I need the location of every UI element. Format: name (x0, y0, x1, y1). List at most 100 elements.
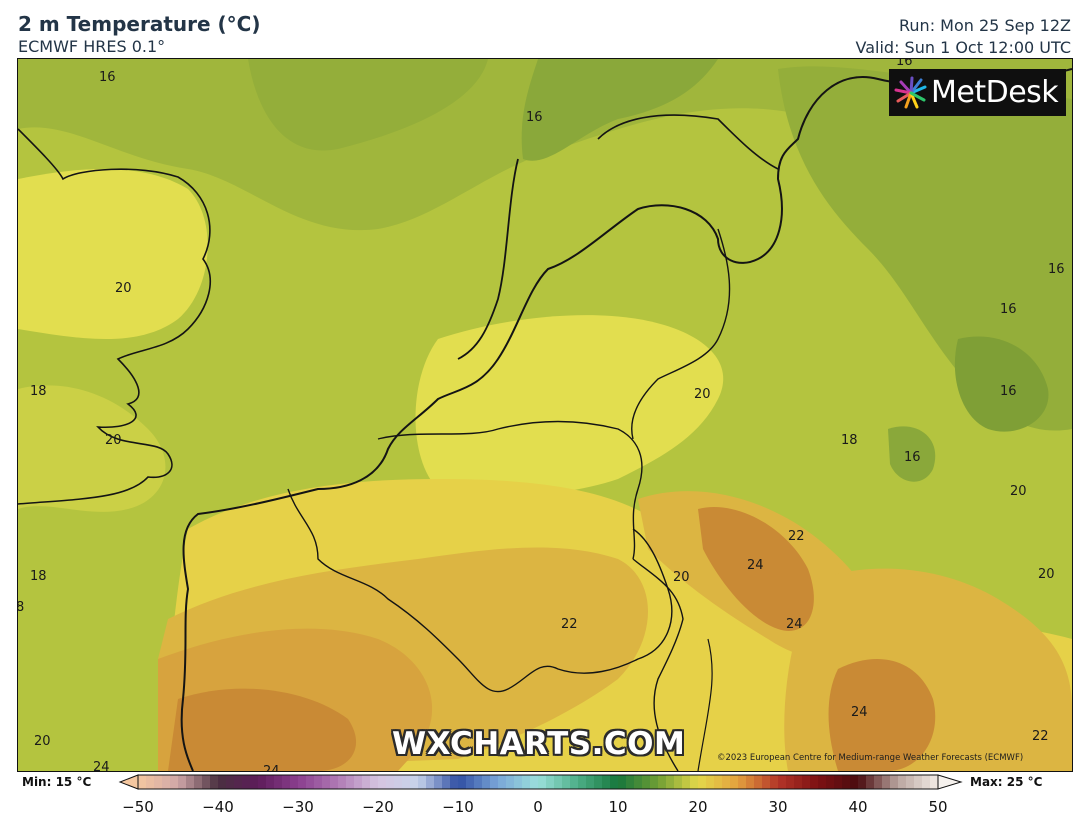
min-temp-label: Min: 15 °C (22, 775, 92, 789)
contour-label: 18 (30, 384, 47, 399)
temp-zone-16-core-b (888, 426, 936, 482)
temp-zone-19-kent (18, 385, 166, 512)
temp-zone-20-england (18, 169, 208, 339)
scale-cell (890, 775, 899, 789)
scale-min-arrow (118, 774, 139, 790)
scale-cell (162, 775, 171, 789)
scale-tick-label: 20 (688, 798, 708, 816)
scale-cell (746, 775, 755, 789)
color-scale-bar (118, 774, 963, 790)
scale-cell (722, 775, 731, 789)
contour-label: 24 (263, 764, 280, 771)
scale-cell (466, 775, 475, 789)
scale-cell (258, 775, 267, 789)
contour-label: 20 (673, 570, 690, 585)
wadden-coast (597, 114, 779, 170)
valid-time: Valid: Sun 1 Oct 12:00 UTC (855, 38, 1071, 57)
scale-cell (618, 775, 627, 789)
scale-cell (418, 775, 427, 789)
scale-border (137, 774, 939, 790)
scale-cell (914, 775, 923, 789)
contour-label: 20 (34, 734, 51, 749)
metdesk-logo[interactable]: MetDesk (889, 69, 1066, 116)
scale-cell (626, 775, 635, 789)
scale-cell (682, 775, 691, 789)
contour-label: 22 (1032, 729, 1049, 744)
scale-cell (146, 775, 155, 789)
contour-label: 16 (1048, 262, 1065, 277)
scale-tick-label: 40 (848, 798, 868, 816)
contour-label: 24 (851, 705, 868, 720)
run-time: Run: Mon 25 Sep 12Z (899, 16, 1071, 35)
scale-cell (610, 775, 619, 789)
scale-cell (530, 775, 539, 789)
wxcharts-watermark: WXCHARTS.COM (392, 726, 686, 762)
scale-cell (850, 775, 859, 789)
scale-cell (690, 775, 699, 789)
scale-tick-label: −40 (202, 798, 234, 816)
contour-label: 16 (526, 110, 543, 125)
scale-tick-label: −20 (362, 798, 394, 816)
scale-cell (650, 775, 659, 789)
scale-cell (770, 775, 779, 789)
scale-cell (834, 775, 843, 789)
scale-cell (826, 775, 835, 789)
scale-cell (730, 775, 739, 789)
temp-zone-16-frisia (521, 59, 718, 161)
temp-zone-24-southwest (168, 688, 357, 771)
scale-tick-label: 30 (768, 798, 788, 816)
scale-tick-label: −30 (282, 798, 314, 816)
contour-label: 18 (30, 569, 47, 584)
temp-zone-24-rhine (698, 507, 814, 631)
scale-cell (314, 775, 323, 789)
scale-cell (714, 775, 723, 789)
scale-cell (186, 775, 195, 789)
scale-cell (674, 775, 683, 789)
temp-zone-16-core-a (954, 336, 1049, 432)
scale-cell (706, 775, 715, 789)
scale-cell (154, 775, 163, 789)
scale-cell (354, 775, 363, 789)
scale-cell (562, 775, 571, 789)
scale-cell (546, 775, 555, 789)
scale-cell (282, 775, 291, 789)
scale-cell (866, 775, 875, 789)
nl-de-border (631, 228, 731, 440)
scale-cell (394, 775, 403, 789)
scale-cell (738, 775, 747, 789)
scale-cell (874, 775, 883, 789)
scale-cell (794, 775, 803, 789)
scale-cell (290, 775, 299, 789)
scale-cell (434, 775, 443, 789)
contour-label: 22 (561, 617, 578, 632)
holland-coast (457, 158, 519, 360)
scale-cell (498, 775, 507, 789)
scale-cell (554, 775, 563, 789)
contour-label: 16 (1000, 302, 1017, 317)
scale-cell (202, 775, 211, 789)
scale-cell (818, 775, 827, 789)
be-de-border (632, 558, 684, 771)
scale-cell (378, 775, 387, 789)
scale-cell (450, 775, 459, 789)
scale-cell (210, 775, 219, 789)
scale-tick-label: 10 (608, 798, 628, 816)
metdesk-logo-text: MetDesk (931, 75, 1059, 110)
scale-cell (842, 775, 851, 789)
scale-max-arrow (937, 774, 963, 790)
scale-cell (474, 775, 483, 789)
scale-cell (298, 775, 307, 789)
temp-zone-20-benelux (415, 315, 724, 496)
scale-cell (698, 775, 707, 789)
scale-cell (426, 775, 435, 789)
scale-cell (234, 775, 243, 789)
temperature-map[interactable]: 16 16 16 16 16 16 16 20 18 20 18 8 20 20… (17, 58, 1073, 772)
contour-label: 20 (1038, 567, 1055, 582)
contour-label: 8 (18, 600, 24, 615)
scale-tick-label: −10 (442, 798, 474, 816)
metdesk-starburst-icon (894, 76, 927, 109)
scale-tick-label: −50 (122, 798, 154, 816)
scale-cell (594, 775, 603, 789)
scale-cell (322, 775, 331, 789)
scale-cell (362, 775, 371, 789)
